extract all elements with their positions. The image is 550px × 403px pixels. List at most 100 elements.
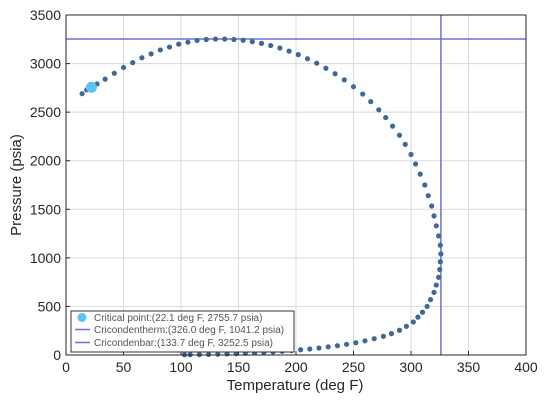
envelope-point (431, 213, 437, 219)
envelope-point (415, 314, 421, 320)
x-tick-label: 200 (284, 359, 308, 375)
envelope-point (371, 336, 377, 342)
y-tick-label: 3500 (30, 7, 61, 23)
envelope-point (231, 36, 237, 43)
envelope-point (268, 42, 274, 49)
envelope-point (436, 274, 442, 280)
envelope-point (206, 351, 212, 358)
envelope-point (307, 346, 313, 352)
envelope-point (380, 333, 386, 339)
envelope-point (419, 309, 426, 315)
y-tick-label: 1000 (30, 250, 61, 266)
envelope-point (277, 45, 283, 51)
legend-critical-marker (77, 313, 87, 322)
legend-cricondenbar-label: Cricondenbar:(133.7 deg F, 3252.5 psia) (94, 338, 273, 349)
envelope-point (438, 251, 444, 257)
envelope-point (433, 223, 439, 229)
envelope-point (298, 347, 304, 353)
envelope-point (130, 60, 136, 66)
envelope-point (304, 56, 311, 62)
envelope-point (102, 76, 108, 82)
envelope-point (314, 60, 320, 66)
envelope-point (431, 289, 437, 295)
envelope-point (388, 331, 395, 337)
y-tick-label: 2500 (30, 104, 61, 120)
envelope-point (194, 37, 200, 44)
envelope-point (316, 345, 322, 351)
envelope-point (323, 65, 329, 71)
envelope-point (203, 36, 209, 43)
envelope-point (341, 77, 347, 83)
x-tick-label: 0 (62, 359, 70, 375)
envelope-point (344, 341, 350, 347)
reference-lines (66, 15, 526, 355)
envelope-point (433, 282, 439, 288)
critical-point-marker (85, 81, 97, 93)
envelope-point (390, 123, 396, 129)
envelope-point (334, 343, 340, 349)
envelope-point (360, 91, 366, 97)
envelope-point (332, 71, 338, 77)
envelope-point (362, 338, 368, 344)
envelope-point (436, 233, 442, 239)
envelope-point (408, 151, 414, 158)
y-tick-label: 500 (38, 298, 62, 314)
y-tick-label: 0 (53, 347, 61, 363)
envelope-point (215, 351, 221, 357)
envelope-point (427, 297, 434, 303)
envelope-point (166, 44, 173, 50)
x-tick-label: 350 (457, 359, 481, 375)
x-axis-label: Temperature (deg F) (227, 377, 364, 394)
x-tick-label: 50 (116, 359, 132, 375)
envelope-point (413, 161, 419, 167)
envelope-point (157, 47, 163, 53)
legend-critical-label: Critical point:(22.1 deg F, 2755.7 psia) (94, 313, 262, 324)
envelope-point (368, 99, 374, 105)
envelope-point (240, 37, 246, 43)
x-tick-label: 400 (514, 359, 538, 375)
envelope-point (148, 51, 154, 57)
x-tick-label: 150 (227, 359, 251, 375)
envelope-point (437, 266, 443, 273)
envelope-point (295, 52, 301, 58)
envelope-point (402, 141, 408, 147)
x-tick-label: 300 (399, 359, 423, 375)
envelope-point (396, 132, 403, 138)
envelope-point (425, 193, 431, 199)
x-tick-label: 250 (342, 359, 366, 375)
legend-box (70, 310, 295, 353)
envelope-points (79, 36, 444, 358)
envelope-point (396, 327, 403, 333)
envelope-point (79, 91, 85, 97)
envelope-point (120, 64, 127, 71)
envelope-point (424, 303, 430, 310)
x-tick-label: 100 (169, 359, 193, 375)
envelope-point (437, 259, 443, 265)
grid-lines (65, 14, 527, 356)
envelope-point (185, 39, 191, 45)
tick-labels: 0 50 100 150 200 250 300 350 400 0 500 1000 1500 2000… (30, 7, 538, 375)
envelope-point (325, 344, 331, 350)
legend-cricondentherm-label: Cricondentherm:(326.0 deg F, 1041.2 psia… (94, 325, 284, 336)
y-tick-label: 2000 (30, 153, 61, 169)
envelope-point (350, 84, 357, 90)
envelope-point (383, 114, 389, 121)
envelope-point (258, 40, 265, 46)
envelope-point (422, 182, 428, 188)
plot-axes (65, 14, 527, 356)
legend: Critical point:(22.1 deg F, 2755.7 psia)… (70, 310, 295, 353)
envelope-point (286, 48, 292, 54)
envelope-point (222, 36, 228, 42)
envelope-point (417, 171, 423, 177)
envelope-point (139, 55, 145, 61)
y-tick-label: 1500 (30, 201, 61, 217)
envelope-point (111, 70, 117, 76)
envelope-point (437, 242, 443, 248)
envelope-point (403, 323, 409, 329)
envelope-point (212, 36, 219, 42)
envelope-point (353, 340, 359, 346)
envelope-point (410, 319, 416, 325)
envelope-point (376, 107, 382, 113)
y-tick-label: 3000 (30, 56, 61, 72)
